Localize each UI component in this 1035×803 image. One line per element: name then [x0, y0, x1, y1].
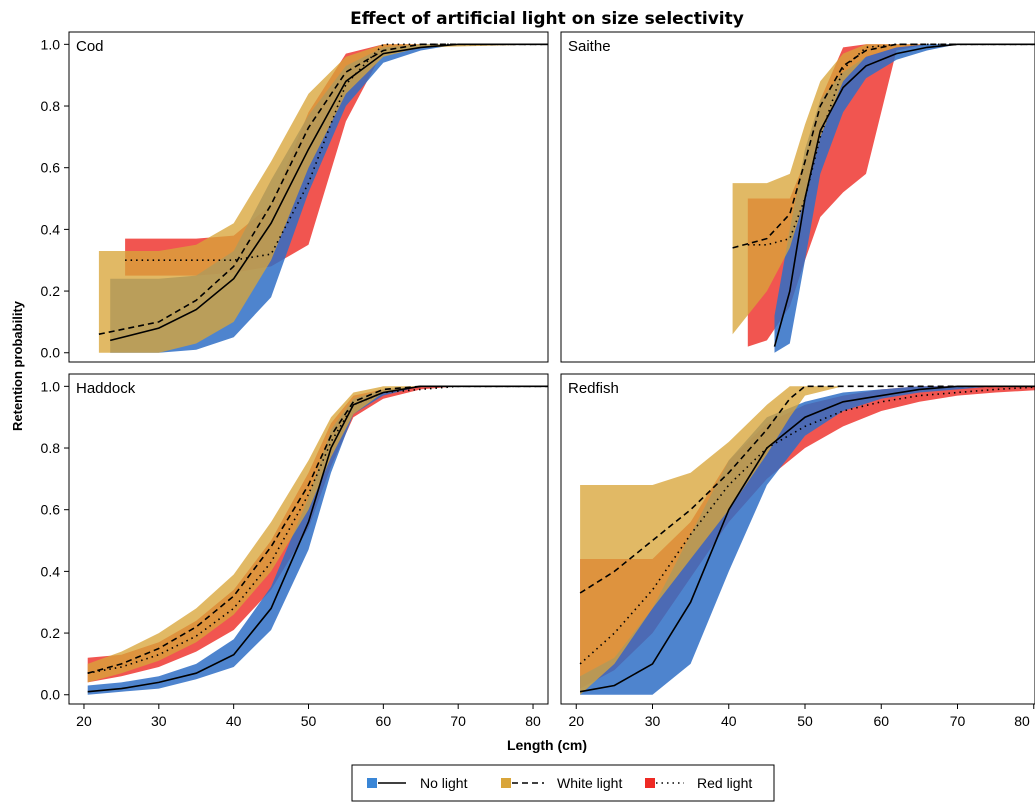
panel-plot-area [98, 43, 548, 353]
legend-label-red-light: Red light [697, 775, 752, 791]
x-tick-label: 50 [797, 713, 813, 729]
x-tick-label: 40 [226, 713, 242, 729]
x-tick-label: 60 [873, 713, 889, 729]
panel-frame [68, 31, 549, 363]
ci-band-no-light [774, 44, 1035, 353]
x-tick-label: 40 [721, 713, 737, 729]
x-tick-label: 70 [450, 713, 466, 729]
x-tick-label: 80 [525, 713, 541, 729]
panel-frame [560, 373, 1035, 705]
series-line-red-light [579, 386, 1035, 665]
y-tick-label: 1.0 [41, 378, 61, 394]
series-line-no-light [773, 43, 1035, 347]
panels-group: Cod 0.0 0.2 0.4 0.6 0.8 1.0 Saithe Haddock 0.0 0.2… [41, 31, 1035, 729]
y-tick-label: 0.2 [41, 625, 61, 641]
y-tick-label: 0.2 [41, 283, 61, 299]
x-tick-label: 20 [568, 713, 584, 729]
y-tick-label: 0.4 [41, 221, 61, 237]
x-tick-label: 30 [151, 713, 167, 729]
y-axis-label: Retention probability [10, 300, 25, 431]
ci-band-white-light [87, 386, 548, 683]
y-tick-label: 0.0 [41, 345, 61, 361]
y-tick-label: 0.4 [41, 563, 61, 579]
legend-box [351, 764, 775, 802]
panel-saithe: Saithe [560, 31, 1035, 363]
ci-band-white-light [580, 386, 1035, 695]
series-line-white-light [732, 43, 1035, 249]
x-tick-label: 60 [376, 713, 392, 729]
y-tick-label: 0.6 [41, 502, 61, 518]
series-line-white-light [98, 43, 548, 335]
panel-redfish: Redfish 20 30 40 50 60 70 80 [560, 373, 1035, 729]
x-tick-label: 50 [301, 713, 317, 729]
panel-plot-area [579, 385, 1035, 695]
y-tick-label: 0.6 [41, 160, 61, 176]
series-line-no-light [579, 385, 1035, 693]
legend-label-no-light: No light [420, 775, 468, 791]
x-tick-label: 20 [76, 713, 92, 729]
panel-plot-area [87, 385, 548, 695]
panel-frame [560, 31, 1035, 363]
x-tick-label: 80 [1014, 713, 1030, 729]
legend-swatch-red-light [645, 778, 655, 788]
panel-plot-area [732, 43, 1035, 353]
series-line-no-light [87, 385, 548, 693]
series-line-white-light [579, 385, 1035, 594]
legend-label-white-light: White light [557, 775, 622, 791]
panel-cod: Cod 0.0 0.2 0.4 0.6 0.8 1.0 [41, 31, 549, 363]
x-tick-label: 70 [950, 713, 966, 729]
panel-label: Redfish [568, 380, 619, 397]
panel-haddock: Haddock 0.0 0.2 0.4 0.6 0.8 1.0 20 30 40 50 60 70 80 [41, 373, 549, 729]
legend-swatch-white-light [501, 778, 511, 788]
panel-label: Saithe [568, 38, 611, 55]
series-line-white-light [87, 385, 548, 674]
chart-title: Effect of artificial light on size selec… [350, 9, 744, 29]
y-tick-label: 0.8 [41, 98, 61, 114]
y-tick-label: 0.0 [41, 687, 61, 703]
series-line-red-light [87, 385, 548, 674]
ci-band-no-light [580, 386, 1035, 695]
legend: No light White light Red light [351, 764, 775, 802]
ci-band-white-light [98, 44, 548, 353]
panel-label: Cod [76, 38, 104, 55]
ci-band-white-light [732, 44, 1035, 335]
panel-label: Haddock [76, 380, 136, 397]
legend-swatch-no-light [367, 778, 377, 788]
x-tick-label: 30 [645, 713, 661, 729]
y-tick-label: 1.0 [41, 36, 61, 52]
series-line-no-light [110, 43, 548, 342]
x-axis-label: Length (cm) [507, 737, 587, 753]
y-tick-label: 0.8 [41, 440, 61, 456]
